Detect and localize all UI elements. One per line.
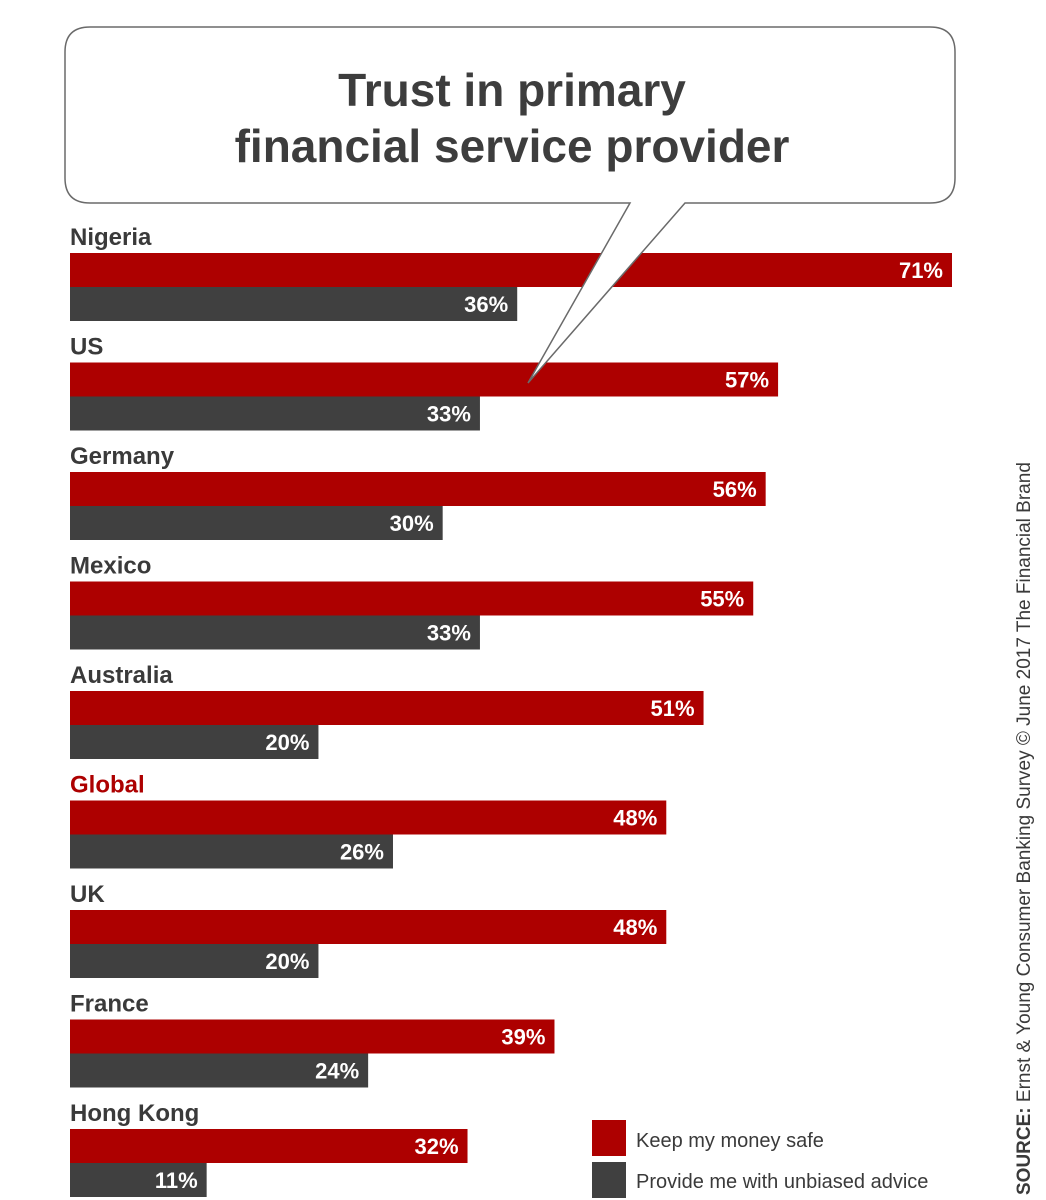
category-label-mexico: Mexico [70, 553, 151, 580]
bar-us-unbiased-advice [70, 396, 480, 431]
value-label-us-unbiased-advice: 33% [427, 402, 471, 427]
bar-uk-keep-money-safe [70, 910, 667, 944]
bar-france-keep-money-safe [70, 1019, 555, 1054]
bar-germany-keep-money-safe [70, 472, 766, 506]
bar-nigeria-unbiased-advice [70, 287, 518, 321]
value-label-nigeria-unbiased-advice: 36% [464, 292, 508, 317]
bars-layer [70, 253, 952, 1197]
category-label-nigeria: Nigeria [70, 224, 152, 251]
value-label-germany-keep-money-safe: 56% [713, 477, 757, 502]
value-label-global-keep-money-safe: 48% [613, 806, 657, 831]
category-label-australia: Australia [70, 662, 173, 689]
category-label-us: US [70, 334, 103, 361]
legend: Keep my money safe Provide me with unbia… [592, 1120, 928, 1198]
legend-label-unbiased-advice: Provide me with unbiased advice [636, 1171, 928, 1193]
bar-france-unbiased-advice [70, 1053, 369, 1088]
chart-title-line-2: financial service provider [235, 120, 790, 172]
bar-global-unbiased-advice [70, 834, 393, 869]
bar-nigeria-keep-money-safe [70, 253, 952, 287]
value-label-hong-kong-keep-money-safe: 32% [414, 1134, 458, 1159]
legend-label-keep-money-safe: Keep my money safe [636, 1130, 824, 1152]
bar-uk-unbiased-advice [70, 944, 319, 978]
category-label-hong-kong: Hong Kong [70, 1100, 199, 1127]
source-text: Ernst & Young Consumer Banking Survey © … [1014, 462, 1035, 1107]
value-label-uk-keep-money-safe: 48% [613, 915, 657, 940]
value-label-mexico-keep-money-safe: 55% [700, 587, 744, 612]
bar-hong-kong-unbiased-advice [70, 1163, 207, 1197]
value-label-germany-unbiased-advice: 30% [390, 511, 434, 536]
bar-global-keep-money-safe [70, 800, 667, 835]
bar-australia-unbiased-advice [70, 725, 319, 759]
source-credit: SOURCE: Ernst & Young Consumer Banking S… [1014, 462, 1035, 1195]
bar-mexico-unbiased-advice [70, 615, 480, 650]
value-label-france-unbiased-advice: 24% [315, 1059, 359, 1084]
value-label-mexico-unbiased-advice: 33% [427, 621, 471, 646]
bar-australia-keep-money-safe [70, 691, 704, 725]
bar-mexico-keep-money-safe [70, 581, 754, 616]
bar-us-keep-money-safe [70, 362, 779, 397]
legend-swatch-keep-money-safe [592, 1120, 626, 1156]
title-speech-bubble [64, 26, 956, 384]
value-label-australia-unbiased-advice: 20% [265, 730, 309, 755]
value-label-us-keep-money-safe: 57% [725, 368, 769, 393]
bar-germany-unbiased-advice [70, 506, 443, 540]
category-label-germany: Germany [70, 443, 175, 470]
chart-title-line-1: Trust in primary [338, 64, 686, 116]
value-label-nigeria-keep-money-safe: 71% [899, 258, 943, 283]
category-label-uk: UK [70, 881, 105, 908]
value-label-global-unbiased-advice: 26% [340, 840, 384, 865]
value-label-australia-keep-money-safe: 51% [651, 696, 695, 721]
category-label-global: Global [70, 772, 145, 799]
category-label-france: France [70, 991, 149, 1018]
value-label-uk-unbiased-advice: 20% [265, 949, 309, 974]
value-label-france-keep-money-safe: 39% [501, 1025, 545, 1050]
bar-hong-kong-keep-money-safe [70, 1129, 468, 1163]
labels-layer: Nigeria 71% 36% US 57% 33% Germany 56% 30% Mexico… [70, 224, 943, 1193]
source-label: SOURCE: [1014, 1107, 1035, 1195]
value-label-hong-kong-unbiased-advice: 11% [155, 1168, 198, 1193]
legend-swatch-unbiased-advice [592, 1162, 626, 1198]
